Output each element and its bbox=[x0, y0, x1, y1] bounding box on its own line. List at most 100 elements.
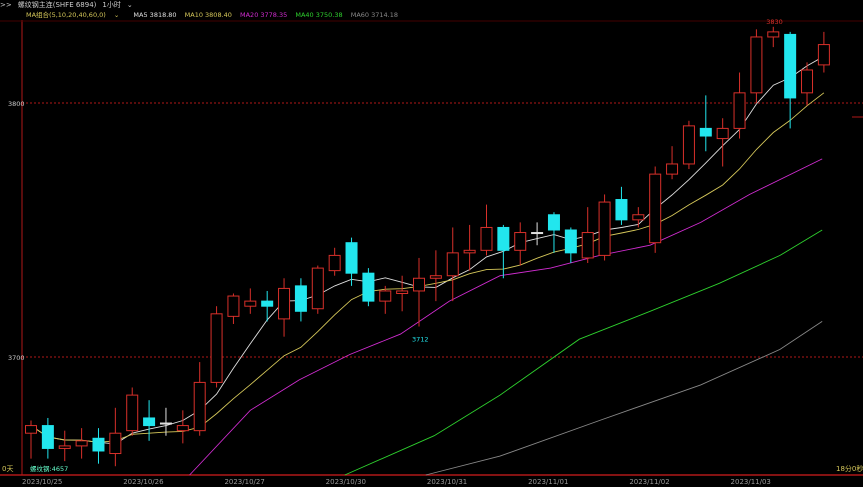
candle-body bbox=[379, 290, 392, 302]
chart-header: >> 螺纹钢主连(SHFE 6894) 1小时 ⌄ bbox=[0, 0, 145, 10]
candle-body bbox=[328, 254, 341, 272]
annotation-label: 3830 bbox=[766, 18, 783, 26]
candle-body bbox=[699, 127, 712, 137]
candle bbox=[278, 278, 291, 337]
candle-body bbox=[716, 127, 729, 140]
candle-body bbox=[682, 125, 695, 165]
candle bbox=[126, 387, 139, 436]
x-tick-label: 2023/11/01 bbox=[528, 478, 568, 486]
period-selector[interactable]: 1小时 ⌄ bbox=[102, 1, 138, 9]
candle-body bbox=[615, 199, 628, 221]
back-arrows-icon[interactable]: >> bbox=[0, 1, 12, 9]
x-tick-label: 2023/10/26 bbox=[123, 478, 164, 486]
candle-body bbox=[413, 277, 426, 292]
candle-body bbox=[581, 232, 594, 259]
candle-body bbox=[480, 226, 493, 251]
candle-body bbox=[750, 36, 763, 94]
candle-body bbox=[733, 92, 746, 129]
candle-body bbox=[598, 201, 611, 256]
candle bbox=[767, 26, 780, 48]
candle bbox=[733, 72, 746, 139]
candle-body bbox=[649, 173, 662, 244]
candle-body bbox=[547, 214, 560, 231]
annotation-label: 3712 bbox=[412, 336, 429, 344]
countdown: 18分0秒 bbox=[836, 464, 863, 473]
symbol-title[interactable]: 螺纹钢主连(SHFE 6894) bbox=[17, 1, 97, 9]
candle bbox=[345, 237, 358, 286]
candle-body bbox=[463, 249, 476, 254]
ma40-line bbox=[344, 229, 823, 476]
footer-text: 螺纹钢:4657 bbox=[30, 464, 68, 473]
candle-body bbox=[564, 229, 577, 254]
candle-body bbox=[531, 232, 544, 235]
candle bbox=[159, 407, 172, 436]
candle-body bbox=[176, 425, 189, 432]
candle-body bbox=[126, 394, 139, 432]
candle bbox=[244, 288, 257, 314]
legend-ma10: MA10 3808.40 bbox=[184, 11, 232, 19]
candle bbox=[649, 166, 662, 253]
candle-body bbox=[210, 313, 223, 383]
candle bbox=[801, 62, 814, 106]
candle bbox=[41, 417, 54, 459]
candle bbox=[176, 410, 189, 444]
candle-body bbox=[514, 232, 527, 251]
candle-body bbox=[767, 31, 780, 38]
ma-legend: MA组合(5,10,20,40,60,0) ⌄ MA5 3818.80 MA10… bbox=[26, 10, 404, 20]
candle-body bbox=[244, 300, 257, 307]
candle-body bbox=[261, 300, 274, 307]
candle-body bbox=[396, 290, 409, 294]
chevron-down-icon: ⌄ bbox=[113, 11, 120, 19]
ma60-line bbox=[425, 321, 823, 476]
candle bbox=[294, 278, 307, 322]
footer-badge: 0天 bbox=[2, 465, 13, 473]
candle-body bbox=[41, 425, 54, 449]
candle bbox=[784, 31, 797, 129]
x-tick-label: 2023/10/30 bbox=[326, 478, 366, 486]
candle bbox=[92, 428, 105, 464]
candle bbox=[362, 268, 375, 307]
candle bbox=[564, 227, 577, 264]
candle bbox=[311, 265, 324, 314]
candle-body bbox=[278, 287, 291, 320]
candle bbox=[615, 186, 628, 225]
candle bbox=[463, 224, 476, 271]
candle bbox=[632, 207, 645, 228]
ma-group-selector[interactable]: MA组合(5,10,20,40,60,0) ⌄ bbox=[26, 11, 125, 19]
candle-body bbox=[801, 69, 814, 94]
y-tick-label: 3800 bbox=[8, 100, 25, 108]
candle bbox=[750, 29, 763, 103]
candle-body bbox=[92, 437, 105, 452]
candle-body bbox=[446, 252, 459, 277]
candle bbox=[396, 275, 409, 312]
legend-ma40: MA40 3750.38 bbox=[295, 11, 343, 19]
candle-body bbox=[159, 422, 172, 425]
candle-body bbox=[311, 267, 324, 310]
candle bbox=[379, 285, 392, 314]
candle bbox=[716, 118, 729, 167]
candle bbox=[75, 428, 88, 459]
candle bbox=[109, 407, 122, 467]
candle-body bbox=[784, 33, 797, 99]
chevron-down-icon: ⌄ bbox=[126, 1, 133, 9]
candle-body bbox=[362, 272, 375, 302]
ma20-line bbox=[189, 158, 823, 476]
y-tick-label: 3700 bbox=[8, 354, 25, 362]
legend-ma5: MA5 3818.80 bbox=[133, 11, 177, 19]
candle bbox=[429, 250, 442, 302]
candle-body bbox=[58, 445, 71, 449]
ma10-line bbox=[30, 92, 825, 443]
candle bbox=[666, 146, 679, 180]
candle bbox=[328, 247, 341, 276]
candle bbox=[547, 212, 560, 253]
candle-body bbox=[193, 381, 206, 432]
candle-body bbox=[109, 432, 122, 455]
candle bbox=[581, 207, 594, 264]
candle bbox=[58, 430, 71, 462]
candle-body bbox=[666, 163, 679, 175]
candle bbox=[143, 400, 156, 441]
period-label: 1小时 bbox=[102, 1, 121, 9]
x-tick-label: 2023/10/27 bbox=[224, 478, 264, 486]
candle-body bbox=[25, 425, 37, 434]
